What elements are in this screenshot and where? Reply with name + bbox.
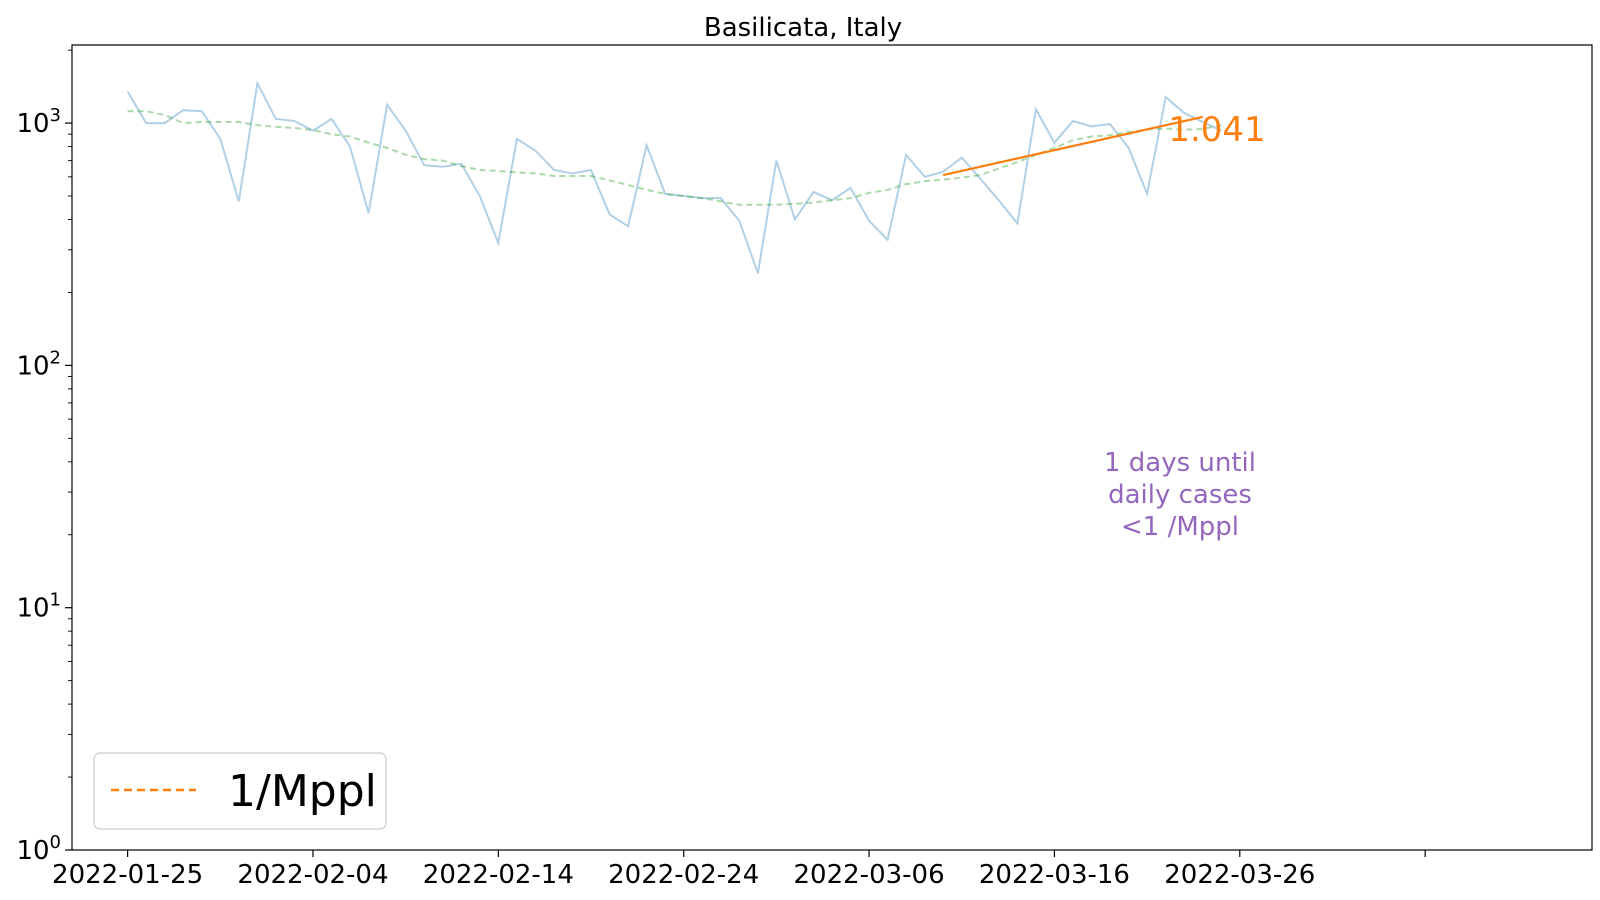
threshold-line-1: 1 days until <box>1104 448 1256 478</box>
x-tick-label: 2022-03-06 <box>794 860 945 890</box>
legend: 1/Mppl <box>93 752 387 830</box>
x-tick-label: 2022-01-25 <box>52 860 203 890</box>
threshold-line-2: daily cases <box>1108 480 1252 510</box>
x-tick-label: 2022-02-04 <box>237 860 388 890</box>
series-layer <box>126 80 1222 274</box>
y-tick-label: 102 <box>16 347 61 381</box>
x-tick-label: 2022-02-24 <box>608 860 759 890</box>
legend-label: 1/Mppl <box>228 766 377 817</box>
y-tick-label: 101 <box>16 590 61 624</box>
daily-cases-line <box>126 80 1222 274</box>
x-tick-label: 2022-02-14 <box>423 860 574 890</box>
y-tick-label: 100 <box>16 832 61 866</box>
chart-title: Basilicata, Italy <box>704 13 902 43</box>
growth-rate-label: 1.041 <box>1168 110 1265 150</box>
average-cases-line <box>127 110 1222 206</box>
y-axis: 100 101 102 103 <box>16 49 72 866</box>
fit-line <box>942 115 1203 177</box>
legend-box <box>93 752 387 830</box>
x-tick-label: 2022-03-26 <box>1164 860 1315 890</box>
plot-area <box>71 44 1593 851</box>
threshold-line-3: <1 /Mppl <box>1121 512 1239 542</box>
x-axis: 2022-01-25 2022-02-04 2022-02-14 2022-02-24… <box>52 850 1426 890</box>
threshold-annotation: 1 days until daily cases <1 /Mppl <box>1104 448 1256 542</box>
x-tick-label: 2022-03-16 <box>979 860 1130 890</box>
y-tick-label: 103 <box>16 105 61 139</box>
